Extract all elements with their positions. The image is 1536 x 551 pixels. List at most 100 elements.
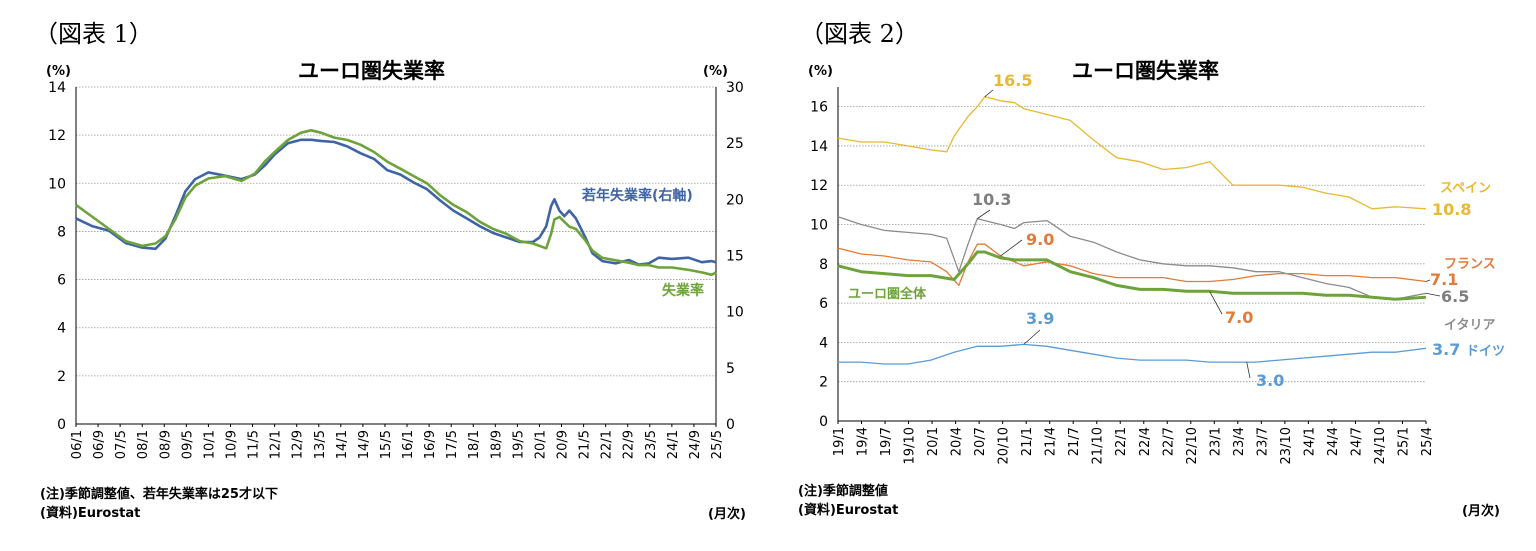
x-tick-label: 10/9 (224, 430, 239, 459)
x-tick-label: 20/1 (926, 427, 941, 456)
x-tick-label: 06/9 (92, 430, 107, 459)
chart-2-left-unit: (%) (808, 64, 833, 79)
x-tick-label: 24/7 (1349, 427, 1364, 456)
x-tick-label: 08/1 (136, 430, 151, 459)
y-tick-label: 4 (819, 335, 828, 351)
x-tick-label: 20/9 (556, 430, 571, 459)
x-tick-label: 21/7 (1067, 427, 1082, 456)
x-tick-label: 21/5 (578, 430, 593, 459)
x-tick-label: 11/5 (247, 430, 262, 459)
x-tick-label: 13/5 (313, 430, 328, 459)
x-tick-label: 25/5 (710, 430, 725, 459)
annotation-value: 9.0 (1026, 230, 1054, 249)
x-tick-label: 22/7 (1161, 427, 1176, 456)
y-tick-label: 2 (57, 369, 66, 385)
chart-2-title: ユーロ圏失業率 (1072, 59, 1219, 83)
x-tick-label: 22/4 (1138, 427, 1153, 456)
annotation-leader (1246, 361, 1251, 379)
series-line-1-0 (75, 138, 717, 266)
x-tick-label: 20/10 (997, 427, 1012, 464)
x-tick-label: 19/5 (511, 430, 526, 459)
series-line-2-1 (837, 216, 1427, 300)
series-line-2-4 (837, 250, 1427, 301)
annotation-leader (1425, 279, 1431, 282)
annotation-value: 7.0 (1225, 308, 1253, 327)
series-label-youth: 若年失業率(右軸) (581, 187, 693, 204)
x-tick-label: 19/4 (856, 427, 871, 456)
x-tick-label: 16/9 (423, 430, 438, 459)
x-tick-label: 24/1 (1302, 427, 1317, 456)
y-tick-label: 6 (819, 296, 828, 312)
annotation-value: 16.5 (993, 71, 1032, 90)
x-tick-label: 08/9 (158, 430, 173, 459)
y-tick-label: 10 (48, 176, 66, 192)
y2-tick-label: 30 (726, 80, 744, 96)
chart-2-month-unit: (月次) (1462, 504, 1500, 519)
y2-tick-label: 0 (726, 417, 735, 433)
y-tick-label: 0 (819, 414, 828, 430)
x-tick-label: 14/1 (335, 430, 350, 459)
chart-2-note: (注)季節調整値 (798, 484, 888, 499)
chart-1-title: ユーロ圏失業率 (298, 59, 445, 83)
chart-1-month-unit: (月次) (708, 507, 746, 522)
x-tick-label: 22/1 (1114, 427, 1129, 456)
x-tick-label: 24/4 (1326, 427, 1341, 456)
x-tick-label: 18/1 (467, 430, 482, 459)
x-tick-label: 22/1 (600, 430, 615, 459)
x-tick-label: 23/10 (1279, 427, 1294, 464)
x-tick-label: 23/5 (644, 430, 659, 459)
chart-1-source: (資料)Eurostat (40, 506, 141, 521)
x-tick-label: 10/1 (202, 430, 217, 459)
x-tick-label: 20/7 (973, 427, 988, 456)
x-tick-label: 23/7 (1255, 427, 1270, 456)
chart-1-note: (注)季節調整値、若年失業率は25才以下 (40, 487, 278, 502)
annotation-value: 3.7 (1432, 340, 1460, 359)
annotation-leader (1425, 292, 1441, 297)
annotation-value: 3.9 (1026, 309, 1054, 328)
series-line-2-0 (837, 96, 1427, 210)
chart-1-left-unit: (%) (46, 64, 71, 79)
y2-tick-label: 10 (726, 305, 744, 321)
figure-2-label: （図表 2） (800, 20, 919, 48)
x-tick-label: 06/1 (70, 430, 85, 459)
x-tick-label: 22/9 (622, 430, 637, 459)
y-tick-label: 16 (810, 100, 828, 116)
y-tick-label: 12 (48, 128, 66, 144)
x-tick-label: 24/1 (666, 430, 681, 459)
annotation-leader (1209, 291, 1223, 315)
series-label-unemployment: 失業率 (662, 282, 704, 299)
x-tick-label: 07/5 (114, 430, 129, 459)
chart-2-source: (資料)Eurostat (798, 503, 899, 518)
series-line-2-2 (837, 243, 1427, 287)
y-tick-label: 8 (57, 224, 66, 240)
x-tick-label: 25/1 (1396, 427, 1411, 456)
x-tick-label: 18/9 (489, 430, 504, 459)
annotation-value: 10.8 (1432, 200, 1471, 219)
x-tick-label: 21/10 (1091, 427, 1106, 464)
x-tick-label: 23/4 (1232, 427, 1247, 456)
x-tick-label: 23/1 (1208, 427, 1223, 456)
annotation-value: 3.0 (1256, 371, 1284, 390)
series-line-1-1 (75, 129, 717, 277)
x-tick-label: 19/7 (879, 427, 894, 456)
y-tick-label: 14 (48, 80, 66, 96)
series-label-4: ユーロ圏全体 (848, 286, 927, 302)
x-tick-label: 22/10 (1185, 427, 1200, 464)
chart-1: 0 2 4 6 8 10 12 14 0 5 10 15 20 25 30 06/1 06/9 07/5 08/1 0… (48, 80, 744, 459)
x-tick-label: 12/1 (269, 430, 284, 459)
x-tick-label: 25/4 (1420, 427, 1435, 456)
y-tick-label: 6 (57, 273, 66, 289)
y2-tick-label: 15 (726, 249, 744, 265)
x-tick-label: 19/10 (903, 427, 918, 464)
annotation-value: 10.3 (972, 190, 1011, 209)
y-tick-label: 12 (810, 178, 828, 194)
x-tick-label: 21/1 (1020, 427, 1035, 456)
series-line-2-3 (838, 343, 1427, 365)
annotation-value: 7.1 (1430, 270, 1458, 289)
x-tick-label: 19/1 (832, 427, 847, 456)
y-tick-label: 8 (819, 257, 828, 273)
x-tick-label: 15/5 (379, 430, 394, 459)
series-label-1: イタリア (1444, 318, 1495, 333)
x-tick-label: 24/10 (1373, 427, 1388, 464)
